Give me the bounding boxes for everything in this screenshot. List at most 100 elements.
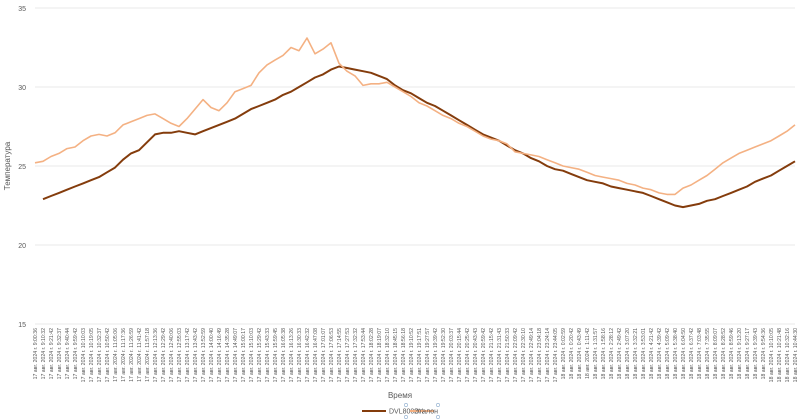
x-tick-label: 18 авг. 2024 г. 8:09:07 xyxy=(713,328,719,380)
x-tick-label: 17 авг. 2024 г. 14:35:28 xyxy=(225,328,231,382)
x-tick-label: 17 авг. 2024 г. 9:21:42 xyxy=(49,328,55,380)
x-tick-label: 18 авг. 2024 г. 0:02:59 xyxy=(561,328,567,380)
x-tick-label: 18 авг. 2024 г. 7:35:55 xyxy=(705,328,711,380)
x-tick-label: 17 авг. 2024 г. 17:01:07 xyxy=(321,328,327,382)
y-axis-title: Температура xyxy=(3,141,12,190)
x-tick-label: 17 авг. 2024 г. 12:13:36 xyxy=(153,328,159,382)
x-tick-label: 17 авг. 2024 г. 10:10:03 xyxy=(81,328,87,382)
x-tick-label: 18 авг. 2024 г. 9:54:36 xyxy=(761,328,767,380)
x-tick-label: 17 авг. 2024 г. 11:05:06 xyxy=(113,328,119,382)
x-tick-label: 17 авг. 2024 г. 14:49:07 xyxy=(233,328,239,382)
x-tick-label: 18 авг. 2024 г. 0:43:49 xyxy=(577,328,583,380)
x-tick-label: 18 авг. 2024 г. 2:28:12 xyxy=(609,328,615,380)
x-tick-label: 17 авг. 2024 г. 17:14:55 xyxy=(337,328,343,382)
x-tick-label: 17 авг. 2024 г. 9:10:32 xyxy=(41,328,47,380)
x-tick-label: 17 авг. 2024 г. 18:45:15 xyxy=(393,328,399,382)
x-tick-label: 17 авг. 2024 г. 9:40:44 xyxy=(65,328,71,380)
x-axis-title: Время xyxy=(388,391,412,400)
legend-handle xyxy=(404,403,408,407)
y-tick-label: 30 xyxy=(18,85,26,92)
x-tick-label: 18 авг. 2024 г. 10:21:48 xyxy=(777,328,783,382)
y-tick-label: 35 xyxy=(18,6,26,13)
x-tick-label: 17 авг. 2024 г. 16:42:32 xyxy=(305,328,311,382)
x-tick-label: 17 авг. 2024 г. 19:10:52 xyxy=(409,328,415,382)
x-tick-label: 17 авг. 2024 г. 21:31:43 xyxy=(497,328,503,382)
x-tick-label: 18 авг. 2024 г. 2:49:42 xyxy=(617,328,623,380)
x-tick-label: 17 авг. 2024 г. 15:59:45 xyxy=(273,328,279,382)
x-tick-label: 17 авг. 2024 г. 10:50:42 xyxy=(105,328,111,382)
x-tick-label: 17 авг. 2024 г. 19:39:42 xyxy=(433,328,439,382)
x-tick-label: 18 авг. 2024 г. 3:53:01 xyxy=(641,328,647,380)
x-tick-label: 17 авг. 2024 г. 19:52:30 xyxy=(441,328,447,382)
x-tick-label: 18 авг. 2024 г. 5:38:40 xyxy=(673,328,679,380)
x-tick-label: 17 авг. 2024 г. 15:00:17 xyxy=(241,328,247,382)
x-tick-label: 17 авг. 2024 г. 13:52:59 xyxy=(201,328,207,382)
legend-label: Эталон xyxy=(414,409,438,416)
x-tick-label: 17 авг. 2024 г. 17:53:44 xyxy=(361,328,367,382)
x-tick-label: 18 авг. 2024 г. 1:58:16 xyxy=(601,328,607,380)
x-tick-label: 18 авг. 2024 г. 6:37:42 xyxy=(689,328,695,380)
x-tick-label: 18 авг. 2024 г. 10:10:05 xyxy=(769,328,775,382)
x-tick-label: 17 авг. 2024 г. 10:19:05 xyxy=(89,328,95,382)
x-tick-label: 17 авг. 2024 г. 21:15:42 xyxy=(489,328,495,382)
x-tick-label: 17 авг. 2024 г. 16:47:08 xyxy=(313,328,319,382)
x-tick-label: 18 авг. 2024 г. 1:31:57 xyxy=(593,328,599,380)
x-tick-label: 17 авг. 2024 г. 17:32:32 xyxy=(353,328,359,382)
x-tick-label: 18 авг. 2024 г. 3:32:21 xyxy=(633,328,639,380)
x-tick-label: 18 авг. 2024 г. 7:03:48 xyxy=(697,328,703,380)
x-tick-label: 17 авг. 2024 г. 9:00:36 xyxy=(33,328,39,380)
x-tick-label: 17 авг. 2024 г. 18:19:07 xyxy=(377,328,383,382)
x-tick-label: 17 авг. 2024 г. 15:10:03 xyxy=(249,328,255,382)
legend-handle xyxy=(436,415,440,419)
x-tick-label: 18 авг. 2024 г. 3:07:20 xyxy=(625,328,631,380)
y-tick-label: 25 xyxy=(18,164,26,171)
y-tick-label: 20 xyxy=(18,243,26,250)
x-tick-label: 17 авг. 2024 г. 19:27:57 xyxy=(425,328,431,382)
x-tick-label: 17 авг. 2024 г. 9:32:37 xyxy=(57,328,63,380)
x-tick-label: 17 авг. 2024 г. 20:15:44 xyxy=(457,328,463,382)
x-tick-label: 17 авг. 2024 г. 16:13:26 xyxy=(289,328,295,382)
x-tick-label: 17 авг. 2024 г. 15:29:42 xyxy=(257,328,263,382)
x-tick-label: 18 авг. 2024 г. 4:21:42 xyxy=(649,328,655,380)
x-tick-label: 18 авг. 2024 г. 5:09:42 xyxy=(665,328,671,380)
x-tick-label: 17 авг. 2024 г. 14:16:49 xyxy=(217,328,223,382)
x-tick-label: 17 авг. 2024 г. 16:30:33 xyxy=(297,328,303,382)
x-tick-label: 17 авг. 2024 г. 21:50:33 xyxy=(505,328,511,382)
x-tick-label: 17 авг. 2024 г. 23:44:05 xyxy=(553,328,559,382)
x-tick-label: 18 авг. 2024 г. 9:13:20 xyxy=(737,328,743,380)
x-tick-label: 17 авг. 2024 г. 18:56:18 xyxy=(401,328,407,382)
x-tick-label: 17 авг. 2024 г. 20:59:42 xyxy=(481,328,487,382)
x-tick-label: 17 авг. 2024 г. 14:00:40 xyxy=(209,328,215,382)
x-tick-label: 18 авг. 2024 г. 9:39:43 xyxy=(753,328,759,380)
x-tick-label: 18 авг. 2024 г. 0:20:42 xyxy=(569,328,575,380)
legend-handle xyxy=(404,415,408,419)
x-tick-label: 18 авг. 2024 г. 8:28:52 xyxy=(721,328,727,380)
x-tick-label: 17 авг. 2024 г. 12:55:03 xyxy=(177,328,183,382)
x-tick-label: 17 авг. 2024 г. 22:09:42 xyxy=(513,328,519,382)
legend-handle xyxy=(436,403,440,407)
x-tick-label: 17 авг. 2024 г. 18:02:28 xyxy=(369,328,375,382)
x-tick-label: 18 авг. 2024 г. 10:44:30 xyxy=(793,328,799,382)
x-tick-label: 17 авг. 2024 г. 18:32:10 xyxy=(385,328,391,382)
x-tick-label: 17 авг. 2024 г. 17:06:53 xyxy=(329,328,335,382)
legend-label: DVL8002H xyxy=(389,409,423,416)
y-tick-label: 15 xyxy=(18,322,26,329)
x-tick-label: 17 авг. 2024 г. 22:30:10 xyxy=(521,328,527,382)
series-line xyxy=(42,65,796,209)
x-tick-label: 17 авг. 2024 г. 22:49:14 xyxy=(529,328,535,382)
x-tick-label: 18 авг. 2024 г. 9:27:17 xyxy=(745,328,751,380)
x-tick-label: 17 авг. 2024 г. 20:43:43 xyxy=(473,328,479,382)
x-tick-label: 18 авг. 2024 г. 8:59:46 xyxy=(729,328,735,380)
x-tick-label: 17 авг. 2024 г. 19:17:51 xyxy=(417,328,423,382)
series-line xyxy=(34,37,796,196)
x-tick-label: 17 авг. 2024 г. 11:57:18 xyxy=(145,328,151,382)
x-tick-label: 17 авг. 2024 г. 11:41:42 xyxy=(137,328,143,382)
x-tick-label: 18 авг. 2024 г. 1:11:42 xyxy=(585,328,591,379)
x-tick-label: 17 авг. 2024 г. 10:32:37 xyxy=(97,328,103,382)
x-tick-label: 17 авг. 2024 г. 16:05:38 xyxy=(281,328,287,382)
x-tick-label: 17 авг. 2024 г. 12:29:42 xyxy=(161,328,167,382)
x-tick-label: 18 авг. 2024 г. 6:04:50 xyxy=(681,328,687,380)
x-tick-label: 17 авг. 2024 г. 13:43:42 xyxy=(193,328,199,382)
x-tick-label: 17 авг. 2024 г. 11:17:36 xyxy=(121,328,127,382)
